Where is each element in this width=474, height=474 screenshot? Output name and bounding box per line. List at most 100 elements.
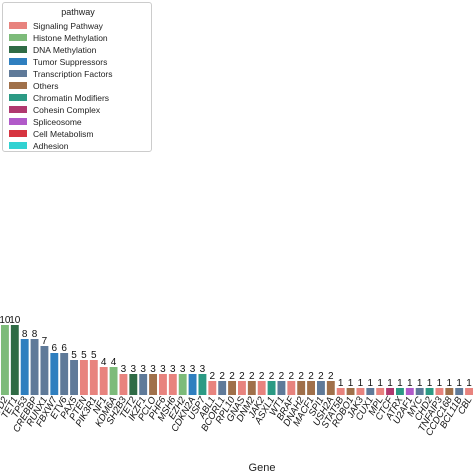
legend-swatch — [9, 94, 27, 101]
legend-item: Tumor Suppressors — [9, 56, 107, 67]
bar-value-label: 2 — [269, 371, 275, 382]
bar-value-label: 8 — [32, 329, 38, 340]
legend-label: Adhesion — [33, 140, 69, 151]
bar-value-label: 10 — [9, 315, 21, 326]
bar — [50, 353, 59, 395]
bar-value-label: 2 — [298, 371, 304, 382]
bar-value-label: 2 — [318, 371, 324, 382]
legend-item: Cohesin Complex — [9, 104, 100, 115]
bar — [20, 339, 29, 395]
bar-value-label: 3 — [170, 364, 176, 375]
legend-label: Histone Methylation — [33, 32, 108, 43]
bar — [119, 374, 128, 395]
bar-value-label: 1 — [437, 378, 443, 389]
bar — [10, 325, 19, 395]
bar — [267, 381, 276, 395]
bar-value-label: 2 — [308, 371, 314, 382]
bar-value-label: 2 — [259, 371, 265, 382]
bar — [228, 381, 237, 395]
bar-value-label: 1 — [387, 378, 393, 389]
bar — [415, 388, 424, 395]
x-axis-label: Gene — [249, 462, 276, 474]
bar — [218, 381, 227, 395]
bar-value-label: 1 — [368, 378, 374, 389]
bar-value-label: 1 — [338, 378, 344, 389]
bar-value-label: 1 — [427, 378, 433, 389]
bar — [257, 381, 266, 395]
bar-value-label: 1 — [407, 378, 413, 389]
legend-swatch — [9, 22, 27, 29]
bar-value-label: 1 — [397, 378, 403, 389]
bar — [465, 388, 474, 395]
legend-swatch — [9, 118, 27, 125]
bar — [346, 388, 355, 395]
legend-label: Transcription Factors — [33, 68, 113, 79]
bar-value-label: 8 — [22, 329, 28, 340]
bar-value-label: 5 — [91, 350, 97, 361]
legend-item: Histone Methylation — [9, 32, 108, 43]
bar-value-label: 2 — [289, 371, 295, 382]
bar-value-label: 2 — [210, 371, 216, 382]
bar-value-label: 1 — [466, 378, 472, 389]
bar — [425, 388, 434, 395]
bar-value-label: 2 — [328, 371, 334, 382]
legend-label: Chromatin Modifiers — [33, 92, 110, 103]
bar — [109, 367, 118, 395]
bar — [405, 388, 414, 395]
bar — [455, 388, 464, 395]
legend-title: pathway — [61, 7, 95, 17]
bar — [237, 381, 246, 395]
bar-value-label: 3 — [121, 364, 127, 375]
bar-value-label: 3 — [160, 364, 166, 375]
bar-value-label: 1 — [358, 378, 364, 389]
legend-item: Chromatin Modifiers — [9, 92, 109, 103]
legend-item: Adhesion — [9, 140, 68, 151]
bar — [395, 388, 404, 395]
bar-value-label: 3 — [131, 364, 137, 375]
legend-swatch — [9, 46, 27, 53]
bar — [99, 367, 108, 395]
bar — [316, 381, 325, 395]
bar-value-label: 3 — [150, 364, 156, 375]
legend-label: Others — [33, 80, 59, 91]
bar — [366, 388, 375, 395]
bar-value-label: 10 — [0, 315, 11, 326]
bar-value-label: 3 — [180, 364, 186, 375]
bar-value-label: 2 — [219, 371, 225, 382]
bar — [40, 346, 49, 395]
bar-value-label: 1 — [456, 378, 462, 389]
bar — [445, 388, 454, 395]
bar — [336, 388, 345, 395]
bar-value-label: 7 — [42, 336, 48, 347]
legend-label: Spliceosome — [33, 116, 82, 127]
bar — [89, 360, 98, 395]
bar-value-label: 2 — [249, 371, 255, 382]
bar-value-label: 5 — [71, 350, 77, 361]
bar — [356, 388, 365, 395]
bar — [79, 360, 88, 395]
bar-value-label: 4 — [111, 357, 117, 368]
bar — [208, 381, 217, 395]
bar-value-label: 1 — [417, 378, 423, 389]
bar — [178, 374, 187, 395]
legend-label: Cell Metabolism — [33, 128, 94, 139]
bar — [158, 374, 167, 395]
bar — [70, 360, 79, 395]
bar — [198, 374, 207, 395]
bar — [277, 381, 286, 395]
legend-swatch — [9, 106, 27, 113]
legend-item: Others — [9, 80, 59, 91]
bar — [168, 374, 177, 395]
bar — [297, 381, 306, 395]
legend-item: Transcription Factors — [9, 68, 113, 79]
legend-swatch — [9, 70, 27, 77]
bar-value-label: 3 — [140, 364, 146, 375]
bar — [129, 374, 138, 395]
bar-value-label: 2 — [279, 371, 285, 382]
bar-value-label: 1 — [348, 378, 354, 389]
bar — [386, 388, 395, 395]
bar — [0, 325, 9, 395]
bar — [435, 388, 444, 395]
bar-value-label: 6 — [61, 343, 67, 354]
